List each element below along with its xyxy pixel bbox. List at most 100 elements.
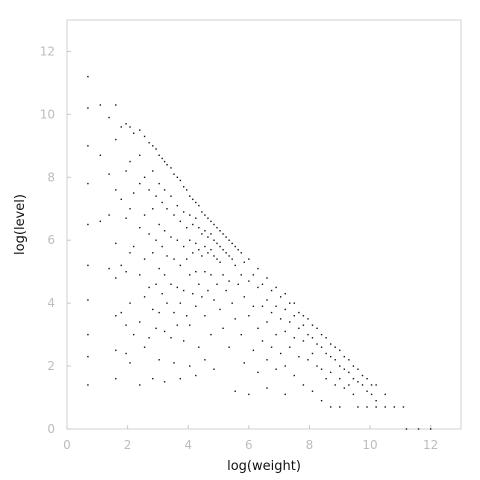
data-point — [87, 107, 89, 109]
data-point — [329, 355, 332, 358]
data-point — [170, 167, 172, 169]
data-point — [87, 333, 89, 336]
data-point — [125, 217, 127, 219]
data-point — [87, 75, 89, 78]
data-point — [219, 308, 221, 311]
data-point — [189, 214, 191, 216]
data-point — [87, 299, 89, 301]
x-tick-label: 2 — [124, 438, 132, 452]
data-point — [284, 330, 286, 333]
data-point — [204, 214, 206, 216]
data-point — [210, 274, 212, 276]
data-point — [161, 245, 163, 248]
data-point — [132, 333, 135, 336]
data-point — [179, 179, 182, 182]
data-point — [207, 252, 209, 254]
data-point — [231, 258, 233, 260]
data-point — [348, 359, 350, 361]
data-point — [155, 239, 157, 241]
data-point — [152, 208, 154, 210]
data-point — [261, 340, 264, 342]
data-point — [195, 270, 197, 273]
data-point — [234, 390, 236, 392]
x-axis-label: log(weight) — [227, 459, 301, 474]
data-point — [166, 208, 168, 210]
data-point — [158, 223, 160, 226]
x-tick-label: 8 — [306, 438, 314, 452]
data-point — [257, 286, 259, 289]
data-point — [120, 264, 122, 267]
data-point — [210, 233, 212, 235]
data-point — [339, 349, 341, 352]
data-point — [125, 123, 127, 125]
data-point — [348, 384, 350, 386]
data-point — [339, 406, 341, 408]
data-point — [87, 355, 89, 358]
data-point — [210, 220, 212, 223]
data-point — [176, 324, 179, 326]
data-point — [186, 226, 188, 229]
data-point — [115, 315, 117, 317]
data-point — [148, 142, 150, 144]
data-point — [334, 346, 336, 348]
data-point — [222, 327, 224, 330]
data-point — [139, 321, 141, 323]
data-point — [357, 381, 359, 383]
data-point — [293, 302, 296, 304]
data-point — [266, 359, 268, 361]
y-tick-label: 6 — [47, 233, 55, 247]
data-point — [161, 201, 163, 204]
data-point — [366, 390, 368, 392]
x-tick-label: 10 — [362, 438, 377, 452]
data-point — [166, 302, 168, 304]
data-point — [143, 214, 146, 216]
data-point — [195, 374, 197, 377]
data-point — [182, 289, 185, 292]
x-tick-label: 12 — [423, 438, 438, 452]
data-point — [152, 308, 154, 311]
data-point — [129, 126, 131, 128]
data-point — [163, 189, 166, 191]
data-point — [173, 311, 175, 314]
data-point — [234, 264, 236, 267]
data-point — [348, 371, 350, 374]
data-point — [293, 374, 296, 377]
data-point — [152, 145, 154, 147]
data-point — [129, 362, 131, 364]
data-point — [302, 324, 305, 326]
data-point — [228, 255, 230, 257]
data-point — [216, 258, 218, 260]
data-point — [115, 242, 117, 245]
data-point — [204, 270, 206, 273]
data-point — [302, 315, 305, 317]
data-point — [201, 255, 203, 257]
data-point — [99, 220, 102, 223]
data-point — [189, 365, 191, 367]
data-point — [325, 337, 327, 339]
data-point — [298, 311, 300, 314]
data-point — [257, 371, 259, 374]
data-point — [343, 355, 346, 358]
data-point — [302, 340, 305, 342]
data-point — [405, 428, 408, 430]
data-point — [198, 283, 200, 285]
data-point — [179, 302, 182, 304]
data-point — [334, 359, 336, 361]
data-point — [186, 189, 188, 191]
data-point — [375, 399, 377, 402]
data-point — [192, 198, 194, 201]
data-point — [352, 377, 355, 380]
data-point — [143, 346, 146, 348]
data-point — [207, 289, 209, 292]
data-point — [361, 374, 364, 377]
data-point — [293, 337, 296, 339]
data-point — [155, 148, 157, 150]
data-point — [298, 355, 300, 358]
data-point — [163, 274, 166, 276]
x-tick-label: 4 — [184, 438, 192, 452]
data-point — [329, 343, 332, 345]
data-point — [129, 252, 131, 254]
data-point — [207, 217, 209, 219]
data-point — [148, 337, 150, 339]
